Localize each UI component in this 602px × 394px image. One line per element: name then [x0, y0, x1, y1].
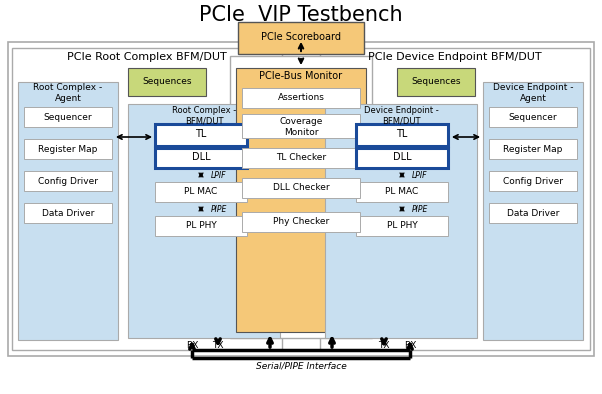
Text: PL MAC: PL MAC	[385, 186, 418, 195]
Bar	[489, 203, 577, 223]
Text: Device Endpoint -
Agent: Device Endpoint - Agent	[493, 83, 573, 103]
Text: PL MAC: PL MAC	[184, 186, 218, 195]
Text: TL: TL	[195, 129, 206, 139]
Text: RX: RX	[186, 340, 198, 349]
Text: PCIe-Bus Monitor: PCIe-Bus Monitor	[259, 71, 343, 81]
Bar	[18, 82, 118, 340]
Bar	[155, 182, 247, 202]
Text: DLL: DLL	[191, 152, 210, 162]
Text: Root Complex -
BFM/DUT: Root Complex - BFM/DUT	[172, 106, 236, 126]
Bar	[325, 104, 477, 338]
Text: Data Driver: Data Driver	[42, 208, 94, 217]
Text: Config Driver: Config Driver	[503, 177, 563, 186]
Bar	[320, 48, 590, 350]
Bar	[489, 171, 577, 191]
Text: PIPE: PIPE	[211, 204, 227, 214]
Text: DLL Checker: DLL Checker	[273, 182, 329, 191]
Text: LPIF: LPIF	[412, 171, 428, 180]
Bar	[24, 171, 112, 191]
Text: Register Map: Register Map	[39, 145, 98, 154]
Text: PIPE: PIPE	[412, 204, 428, 214]
Bar	[242, 212, 360, 232]
Bar	[230, 56, 372, 338]
Bar	[242, 114, 360, 138]
Text: RX: RX	[404, 340, 416, 349]
Text: LPIF: LPIF	[211, 171, 227, 180]
Text: Phy Checker: Phy Checker	[273, 216, 329, 225]
Text: PCIe Scoreboard: PCIe Scoreboard	[261, 32, 341, 42]
Bar	[483, 82, 583, 340]
Bar	[242, 148, 360, 168]
Text: TX: TX	[378, 340, 389, 349]
Text: Config Driver: Config Driver	[38, 177, 98, 186]
Text: PCIe  VIP Testbench: PCIe VIP Testbench	[199, 5, 403, 25]
Bar	[128, 104, 280, 338]
Bar	[356, 148, 448, 168]
Bar	[356, 124, 448, 146]
Bar	[242, 88, 360, 108]
Text: PCIe Device Endpoint BFM/DUT: PCIe Device Endpoint BFM/DUT	[368, 52, 542, 62]
Text: TL: TL	[396, 129, 408, 139]
Text: Assertions: Assertions	[278, 93, 324, 102]
Text: Sequences: Sequences	[142, 76, 192, 85]
Bar	[489, 107, 577, 127]
Text: TX: TX	[213, 340, 224, 349]
Text: PCIe Root Complex BFM/DUT: PCIe Root Complex BFM/DUT	[67, 52, 227, 62]
Bar	[489, 139, 577, 159]
Bar	[8, 42, 594, 356]
Text: PL PHY: PL PHY	[386, 221, 417, 229]
Text: TL Checker: TL Checker	[276, 152, 326, 162]
Bar	[128, 68, 206, 96]
Bar	[24, 203, 112, 223]
Text: Sequences: Sequences	[411, 76, 461, 85]
Text: PL PHY: PL PHY	[185, 221, 216, 229]
Bar	[238, 22, 364, 54]
Text: Data Driver: Data Driver	[507, 208, 559, 217]
Text: DLL: DLL	[393, 152, 411, 162]
Bar	[397, 68, 475, 96]
Text: Sequencer: Sequencer	[44, 113, 92, 121]
Bar	[356, 182, 448, 202]
Bar	[155, 124, 247, 146]
Bar	[155, 216, 247, 236]
Text: Device Endpoint -
BFM/DUT: Device Endpoint - BFM/DUT	[364, 106, 438, 126]
Bar	[24, 139, 112, 159]
Bar	[155, 148, 247, 168]
Bar	[12, 48, 282, 350]
Bar	[356, 216, 448, 236]
Bar	[242, 178, 360, 198]
Text: Sequencer: Sequencer	[509, 113, 557, 121]
Bar	[24, 107, 112, 127]
Text: Register Map: Register Map	[503, 145, 563, 154]
Bar	[236, 68, 366, 332]
Text: Serial/PIPE Interface: Serial/PIPE Interface	[256, 362, 346, 370]
Text: Root Complex -
Agent: Root Complex - Agent	[33, 83, 102, 103]
Text: Coverage
Monitor: Coverage Monitor	[279, 117, 323, 137]
